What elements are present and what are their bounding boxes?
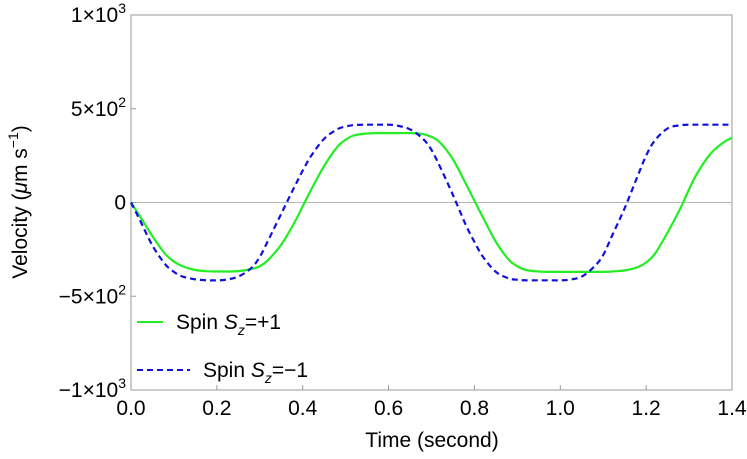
y-axis-ticks: 1×103 5×102 0 −5×102 −1×103: [59, 0, 136, 402]
x-axis-title: Time (second): [365, 429, 498, 452]
legend-entry-series-1: Spin Sz=+1: [137, 311, 281, 338]
y-tick-label: −1×103: [59, 375, 127, 402]
series-layer: [130, 123, 733, 282]
x-tick-label: 0.6: [374, 397, 403, 420]
x-tick-label: 0.2: [202, 397, 231, 420]
y-tick-label: 1×103: [71, 0, 126, 27]
x-tick-label: 0.0: [116, 397, 145, 420]
legend-label-series-1: Spin Sz=+1: [176, 311, 281, 338]
legend: Spin Sz=+1 Spin Sz=−1: [137, 311, 308, 386]
x-tick-label: 1.0: [546, 397, 575, 420]
y-tick-label: −5×102: [59, 281, 127, 308]
x-tick-label: 0.8: [460, 397, 489, 420]
y-tick-label: 5×102: [71, 94, 126, 121]
legend-entry-series-2: Spin Sz=−1: [137, 359, 308, 386]
legend-label-series-2: Spin Sz=−1: [203, 359, 308, 386]
x-tick-label: 1.4: [717, 397, 747, 420]
x-axis-ticks: 0.0 0.2 0.4 0.6 0.8 1.0 1.2 1.4: [116, 385, 747, 420]
series-line-2: [130, 123, 732, 282]
y-tick-label: 0: [114, 192, 126, 215]
y-axis-title: Velocity (μm s−1): [5, 125, 32, 279]
x-tick-label: 0.4: [288, 397, 318, 420]
x-tick-label: 1.2: [632, 397, 661, 420]
series-line-1: [130, 131, 733, 274]
